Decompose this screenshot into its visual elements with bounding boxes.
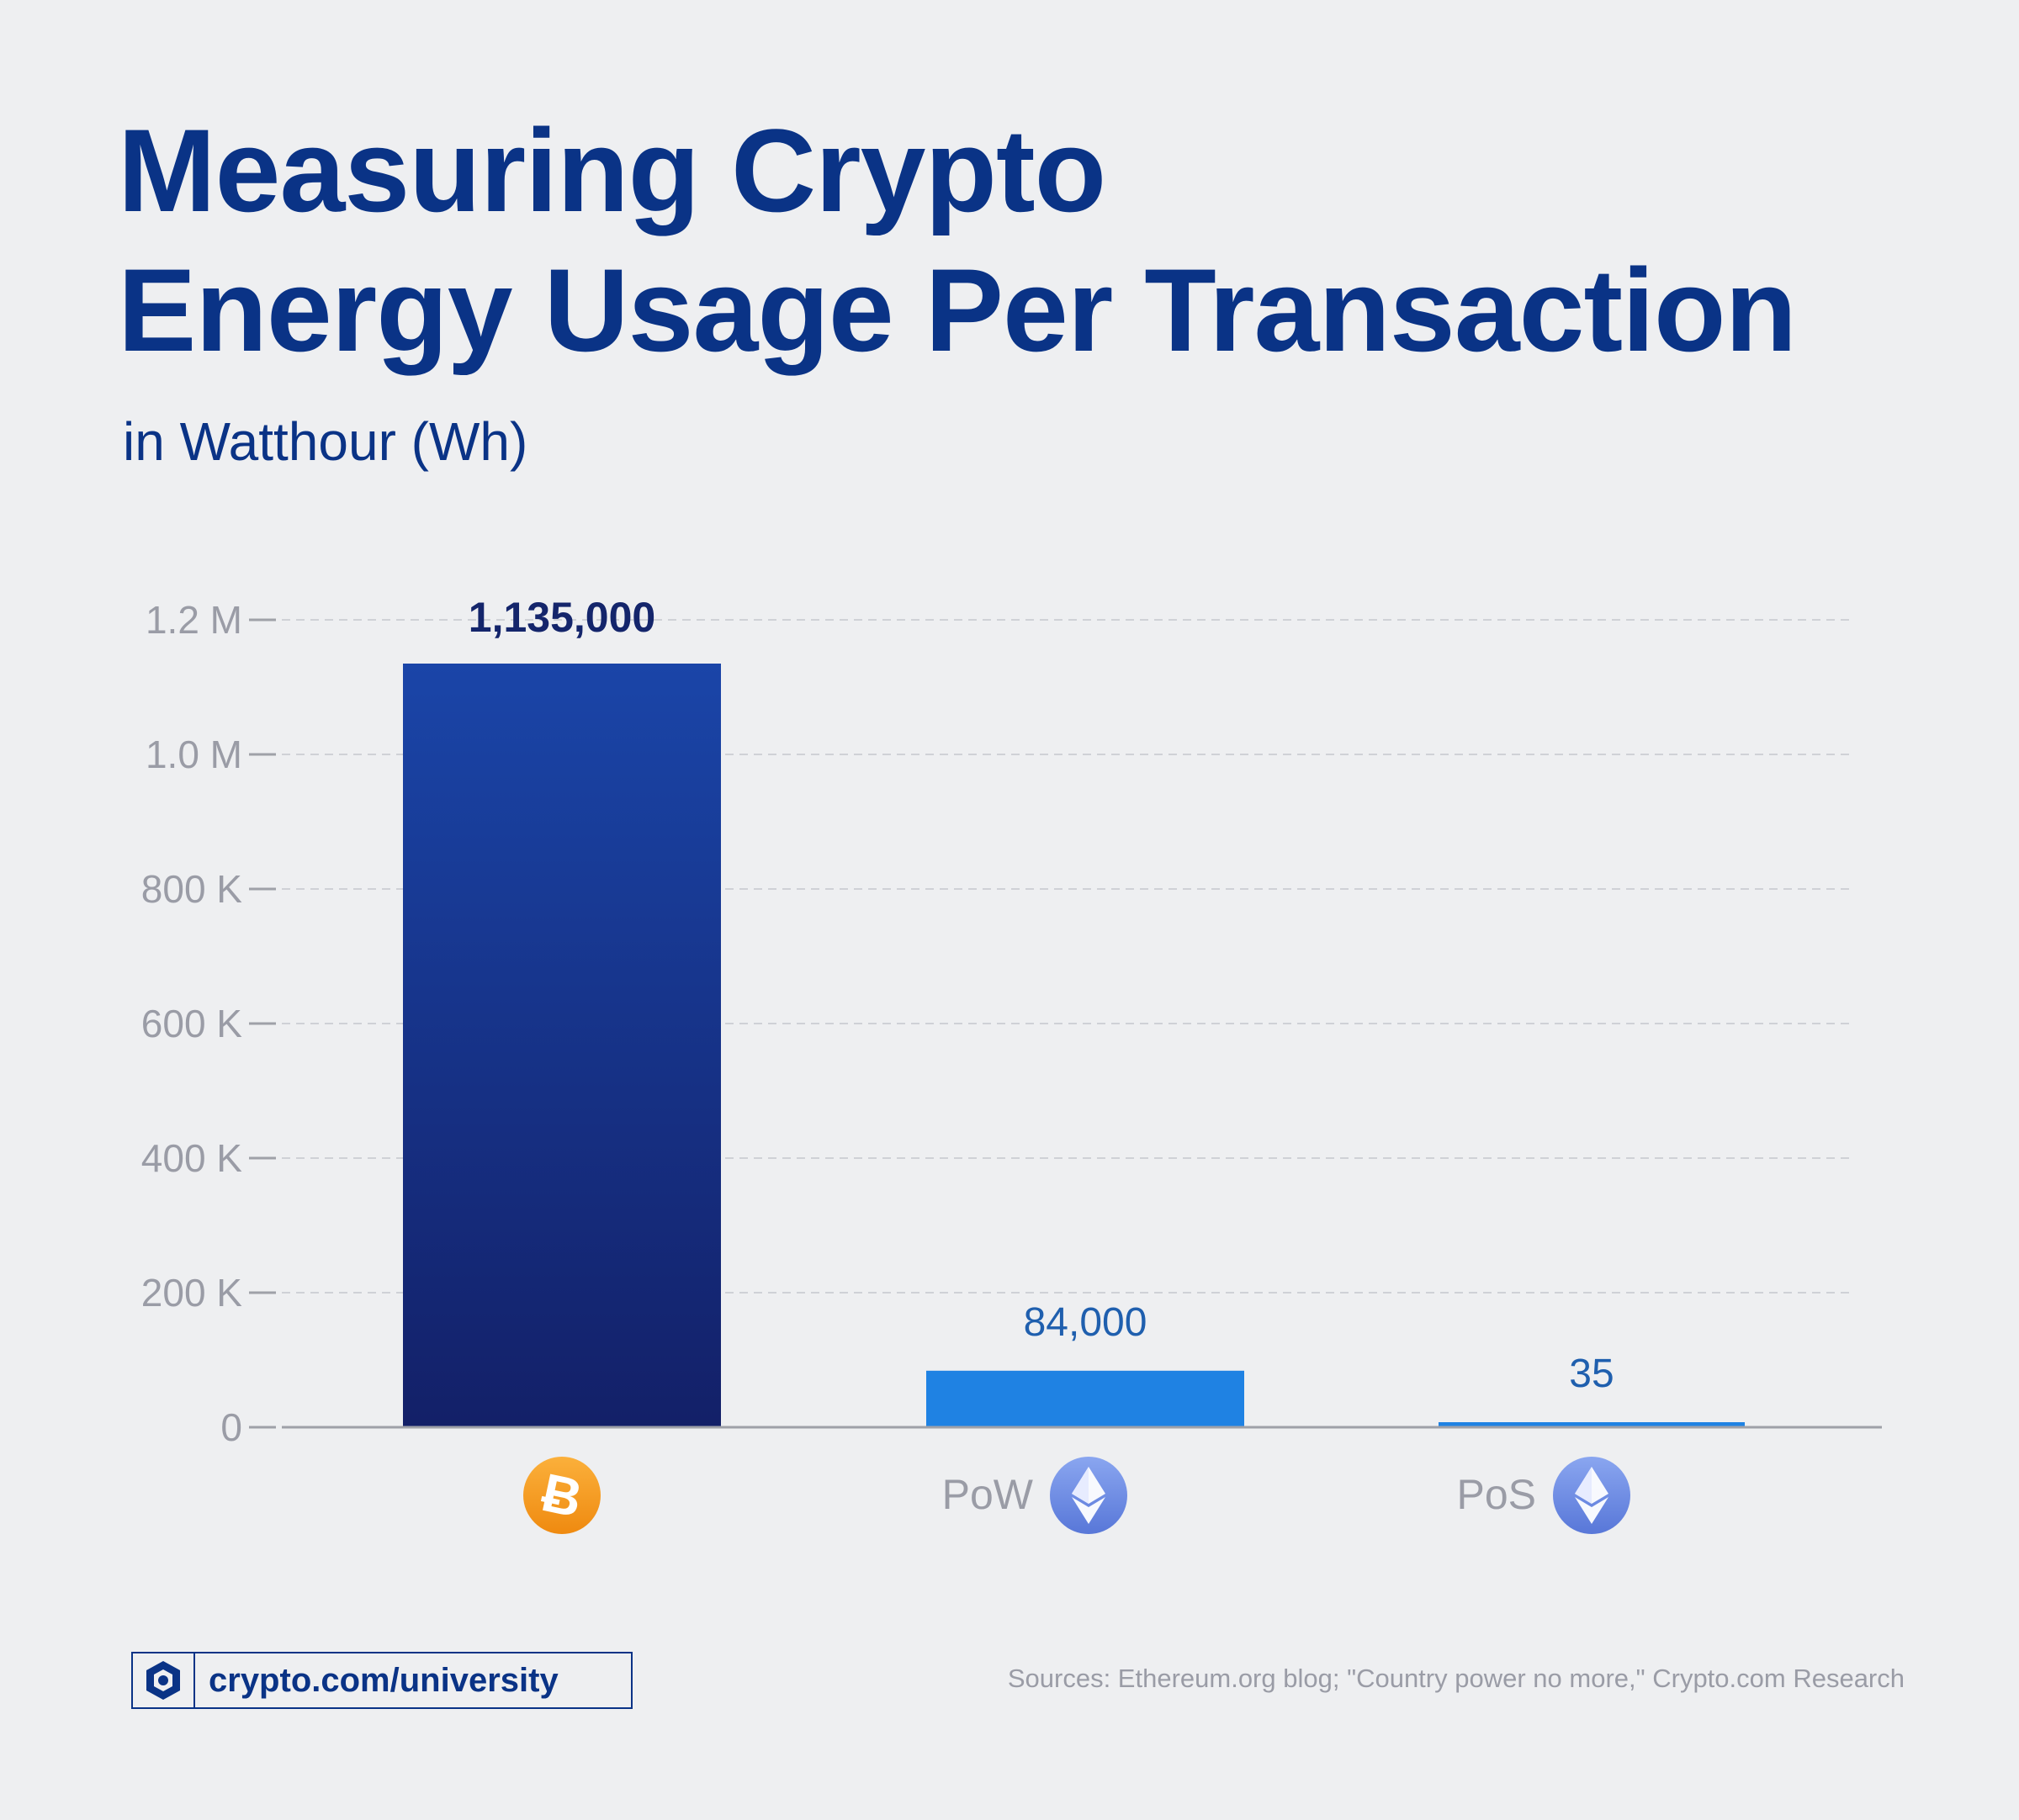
bar-value-label: 35 <box>1569 1352 1614 1396</box>
bar-value-label: 84,000 <box>1024 1300 1147 1345</box>
eth-diamond-shade <box>1072 1467 1089 1504</box>
title-line-2: Energy Usage Per Transaction <box>118 244 1797 376</box>
bar-0 <box>403 664 721 1427</box>
y-tick-label: 1.2 M <box>146 598 242 642</box>
title-line-1: Measuring Crypto <box>118 104 1106 236</box>
bitcoin-icon: Ƀ <box>523 1457 601 1534</box>
x-axis-categories: Ƀ PoW PoS <box>523 1457 1630 1534</box>
ethereum-icon <box>1050 1457 1127 1534</box>
x-category-label: PoS <box>1456 1471 1536 1518</box>
y-tick-label: 600 K <box>141 1002 243 1045</box>
y-tick-label: 400 K <box>141 1136 243 1180</box>
bar-value-label: 1,135,000 <box>469 594 655 641</box>
sources-note: Sources: Ethereum.org blog; "Country pow… <box>1007 1664 1905 1693</box>
eth-diamond-bottom <box>1575 1497 1608 1524</box>
ethereum-icon <box>1553 1457 1630 1534</box>
y-tick-label: 0 <box>220 1405 242 1449</box>
bar-1 <box>926 1370 1244 1427</box>
y-tick-label: 800 K <box>141 867 243 911</box>
y-tick-label: 1.0 M <box>146 733 242 776</box>
chart-title: Measuring Crypto Energy Usage Per Transa… <box>118 101 1797 380</box>
coin-circle <box>523 1457 601 1534</box>
bars: 1,135,000 84,000 35 <box>403 594 1745 1427</box>
y-tick-label: 200 K <box>141 1271 243 1315</box>
brand-link[interactable]: crypto.com/university <box>131 1652 633 1709</box>
bar-2 <box>1439 1422 1745 1427</box>
brand-url: crypto.com/university <box>209 1661 559 1699</box>
bar-chart: 0 200 K 400 K 600 K 800 K 1.0 M 1.2 M 1,135,00… <box>141 594 1882 1534</box>
lion-shield-icon <box>133 1653 195 1707</box>
eth-diamond-shade <box>1575 1467 1592 1504</box>
chart-subtitle: in Watthour (Wh) <box>123 411 528 472</box>
x-category-label: PoW <box>942 1471 1034 1518</box>
eth-diamond-bottom <box>1072 1497 1105 1524</box>
y-axis: 0 200 K 400 K 600 K 800 K 1.0 M 1.2 M <box>141 598 276 1449</box>
